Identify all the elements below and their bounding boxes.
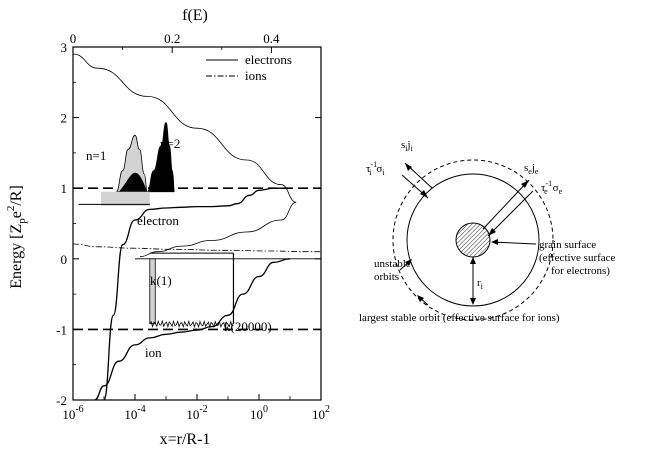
- electron-distribution-line: [73, 53, 297, 258]
- k20000-noise-line: [149, 319, 234, 329]
- x-tick-label-2: 10-2: [186, 404, 207, 422]
- label-se-je: seje: [524, 162, 539, 176]
- largest-stable-pointer-head: [417, 295, 424, 302]
- label-grain-surface: grain surface: [539, 239, 596, 251]
- y-tick-label-1: 1: [61, 181, 68, 196]
- x-tick-label-3: 100: [250, 404, 268, 422]
- ion-outflux-arrowhead: [420, 190, 428, 198]
- grain-pointer: [491, 241, 537, 245]
- annotation-n2: n=2: [160, 136, 180, 151]
- y-axis-title: Energy [Zpe2/R]: [5, 185, 28, 289]
- legend-label-electrons: electrons: [245, 52, 292, 67]
- plot-frame: [72, 46, 322, 401]
- unstable-boundary-circle: [406, 173, 540, 307]
- ion-distribution-line: [73, 243, 321, 253]
- unstable-pointer-head: [405, 259, 412, 266]
- label-si-ji: siji: [401, 139, 414, 153]
- x-tick-label-1: 10-4: [124, 404, 145, 422]
- label-effective-surface-1: (effective surface: [539, 252, 616, 264]
- annotation-k1: k(1): [150, 273, 172, 288]
- annotation-k20000: k(20000): [224, 319, 272, 334]
- peak-n1-inner: [118, 172, 148, 192]
- orbit-diagram: siji τ-1 i σi seje τ-1 e σe grain surface (e…: [359, 139, 616, 324]
- top-axis-title: f(E): [182, 7, 208, 24]
- y-tick-label-0: 0: [61, 252, 68, 267]
- electron-outflux-arrow: [487, 190, 534, 237]
- annotation-ion: ion: [145, 345, 162, 360]
- legend: electrons ions: [206, 52, 292, 83]
- electron-influx-arrowhead: [521, 180, 529, 188]
- ion-influx-arrowhead: [405, 163, 412, 171]
- plot-axes: -2 -1 0 1 2 3 10-6 10-4 10-2 100 102 0 0.2 0.4: [56, 31, 330, 422]
- x-axis-title: x=r/R-1: [160, 431, 211, 448]
- x-tick-label-0: 10-6: [62, 404, 83, 422]
- top-tick-label-1: 0.2: [164, 31, 180, 46]
- grain-pointer-head: [491, 239, 498, 245]
- y-tick-label--2: -2: [56, 393, 67, 408]
- energy-plot: -2 -1 0 1 2 3 10-6 10-4 10-2 100 102 0 0.2 0.4 f(E) x…: [5, 7, 330, 448]
- k1-band: [149, 258, 156, 325]
- grain-surface-circle: [455, 222, 491, 258]
- plot-curves: [73, 53, 321, 400]
- radius-arrowhead-top: [470, 257, 476, 264]
- radius-arrowhead-bottom: [470, 298, 476, 305]
- electron-band: [100, 191, 150, 206]
- y-tick-label-2: 2: [61, 111, 68, 126]
- top-tick-label-0: 0: [70, 31, 77, 46]
- annotation-electron: electron: [137, 213, 179, 228]
- top-tick-label-2: 0.4: [263, 31, 280, 46]
- y-tick-label--1: -1: [56, 322, 67, 337]
- label-largest-stable-orbit: largest stable orbit (effective surface …: [359, 312, 560, 324]
- electron-potential-line: [103, 187, 290, 400]
- electron-influx-arrow: [482, 179, 530, 230]
- label-tau-e-sigma-e: τ-1 e σe: [541, 179, 563, 196]
- electron-outflux-arrowhead: [488, 228, 496, 236]
- annotation-n1: n=1: [86, 148, 106, 163]
- label-unstable-2: orbits: [374, 271, 399, 283]
- largest-stable-orbit-circle: [392, 159, 554, 321]
- label-tau-i-sigma-i: τ-1 i σi: [366, 160, 385, 177]
- label-unstable-1: unstable: [374, 258, 411, 270]
- label-r-i: ri: [477, 277, 484, 291]
- label-effective-surface-2: for electrons): [551, 265, 610, 277]
- peak-n2-fill: [146, 122, 175, 193]
- x-tick-label-4: 102: [312, 404, 330, 422]
- ion-potential-line: [94, 258, 291, 400]
- legend-label-ions: ions: [245, 68, 267, 83]
- y-tick-label-3: 3: [61, 40, 68, 55]
